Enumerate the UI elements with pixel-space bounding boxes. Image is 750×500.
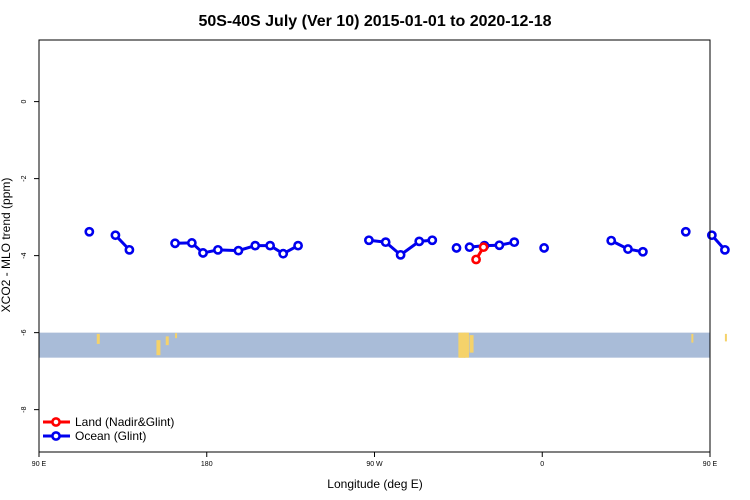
map-land xyxy=(463,332,469,358)
y-tick-label: -8 xyxy=(21,406,28,412)
plot-frame xyxy=(38,39,711,453)
x-tick-label: 90 W xyxy=(366,461,383,468)
data-point xyxy=(170,238,180,249)
series-ocean xyxy=(84,226,730,260)
x-tick-label: 90 E xyxy=(703,461,718,468)
data-point xyxy=(380,237,391,248)
legend-label: Land (Nadir&Glint) xyxy=(75,415,174,429)
data-point xyxy=(623,244,633,254)
data-point xyxy=(278,248,289,259)
legend-marker xyxy=(51,417,61,427)
x-axis-label: Longitude (deg E) xyxy=(327,477,422,491)
map-land xyxy=(458,332,466,358)
chart-title: 50S-40S July (Ver 10) 2015-01-01 to 2020… xyxy=(198,13,551,30)
map-ocean xyxy=(39,332,710,358)
map-land xyxy=(459,347,466,358)
data-point xyxy=(233,245,244,256)
data-point xyxy=(509,237,520,248)
legend-item: Land (Nadir&Glint) xyxy=(43,415,174,429)
data-point xyxy=(720,244,730,255)
data-point xyxy=(427,235,438,246)
x-tick-label: 90 E xyxy=(32,461,47,468)
series-line xyxy=(469,240,515,249)
data-point xyxy=(471,254,481,265)
data-point xyxy=(84,226,95,237)
data-point xyxy=(451,243,462,253)
data-point xyxy=(395,249,406,260)
y-tick-label: -2 xyxy=(21,175,28,181)
data-point xyxy=(680,226,691,237)
data-point xyxy=(464,242,475,253)
data-point xyxy=(110,230,121,241)
x-tick-label: 0 xyxy=(540,461,544,468)
data-point xyxy=(606,235,617,246)
data-point xyxy=(638,246,648,257)
map-land xyxy=(165,336,169,346)
data-point xyxy=(250,240,261,251)
tick-group: 90 E 180 90 W 0 90 E 0 -2 -4 -6 -8 xyxy=(21,100,718,468)
y-axis-label: XCO2 - MLO trend (ppm) xyxy=(0,178,13,313)
legend-marker xyxy=(51,431,61,441)
series-land xyxy=(471,242,489,265)
x-tick-label: 180 xyxy=(201,461,213,468)
legend-item: Ocean (Glint) xyxy=(43,429,146,443)
legend: Land (Nadir&Glint)Ocean (Glint) xyxy=(43,415,174,443)
data-point xyxy=(124,244,135,255)
data-point xyxy=(478,242,489,253)
data-point xyxy=(265,240,276,251)
map-land xyxy=(96,333,100,344)
map-land xyxy=(156,340,161,356)
legend-label: Ocean (Glint) xyxy=(75,429,146,443)
map-land xyxy=(724,333,727,342)
map-land xyxy=(691,333,694,343)
series-layer xyxy=(84,226,730,265)
y-tick-label: -4 xyxy=(21,252,28,258)
y-tick-label: 0 xyxy=(21,100,28,104)
y-tick-label: -6 xyxy=(21,329,28,335)
data-point xyxy=(186,238,197,248)
data-point xyxy=(293,240,303,251)
data-point xyxy=(539,243,550,253)
data-point xyxy=(364,235,374,246)
data-point xyxy=(494,240,505,251)
data-point xyxy=(414,236,425,247)
data-point xyxy=(198,248,208,258)
data-point xyxy=(213,244,223,255)
map-strip xyxy=(39,332,727,358)
map-land xyxy=(469,335,474,353)
map-land xyxy=(175,333,178,339)
data-point xyxy=(706,230,717,241)
